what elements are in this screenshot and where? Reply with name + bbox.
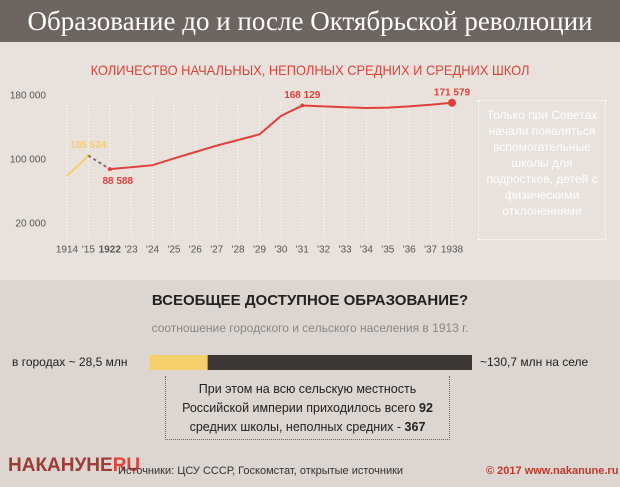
logo-text: НАКАНУНЕ	[8, 455, 113, 476]
value-label: 168 129	[284, 90, 321, 101]
population-bar	[207, 355, 472, 370]
x-tick-label: '36	[403, 245, 416, 256]
x-tick-label: '34	[360, 245, 373, 256]
x-tick-label: '33	[339, 245, 352, 256]
lower-panel	[0, 280, 620, 487]
point	[300, 103, 305, 108]
value-label: 171 579	[434, 87, 471, 98]
header-title: Образование до и после Октябрьской револ…	[0, 0, 620, 42]
x-tick-label: '32	[317, 245, 330, 256]
fact-number: 367	[404, 420, 426, 434]
x-tick-label: '24	[146, 245, 159, 256]
x-tick-label: '29	[253, 245, 266, 256]
fact-text: средних школы, неполных средних -	[189, 420, 405, 434]
logo-suffix: RU	[112, 455, 141, 476]
point	[448, 98, 456, 107]
city-label: в городах ~ 28,5 млн	[12, 355, 128, 369]
x-tick-label: '30	[274, 245, 287, 256]
copyright: © 2017 www.nakanune.ru	[486, 465, 619, 477]
x-tick-label: 1914	[56, 245, 79, 256]
chart-title: КОЛИЧЕСТВО НАЧАЛЬНЫХ, НЕПОЛНЫХ СРЕДНИХ И…	[90, 62, 530, 78]
sources: Источники: ЦСУ СССР, Госкомстат, открыты…	[118, 465, 404, 477]
x-tick-label: '15	[82, 245, 95, 256]
x-tick-label: '26	[189, 245, 202, 256]
population-title: ВСЕОБЩЕЕ ДОСТУПНОЕ ОБРАЗОВАНИЕ?	[151, 292, 469, 309]
y-tick-label: 180 000	[10, 91, 47, 102]
fact-box: При этом на всю сельскую местность Росси…	[165, 376, 450, 440]
note: Только при Советах начали появляться всп…	[478, 100, 606, 240]
line-series	[87, 154, 111, 170]
population-subtitle: соотношение городского и сельского насел…	[151, 321, 469, 335]
population-bar	[150, 355, 208, 370]
fact-text: При этом на всю сельскую местность Росси…	[182, 382, 420, 415]
x-tick-label: '35	[381, 245, 394, 256]
line-series	[66, 154, 90, 177]
y-tick-label: 20 000	[15, 219, 46, 230]
x-tick-label: '31	[296, 245, 309, 256]
x-tick-label: '37	[424, 245, 437, 256]
x-tick-label: '23	[125, 245, 138, 256]
logo: НАКАНУНЕRU	[8, 455, 140, 477]
x-tick-label: 1922	[99, 245, 122, 256]
point	[107, 167, 112, 172]
value-label: 88 588	[102, 176, 133, 187]
x-tick-label: '28	[232, 245, 245, 256]
village-label: ~130,7 млн на селе	[480, 355, 589, 369]
fact-number: 92	[419, 401, 433, 415]
value-label: 105 524	[70, 140, 107, 151]
line-series	[109, 101, 453, 171]
x-tick-label: '27	[210, 245, 223, 256]
x-tick-label: '25	[167, 245, 180, 256]
x-tick-label: 1938	[441, 245, 464, 256]
y-tick-label: 100 000	[10, 155, 47, 166]
